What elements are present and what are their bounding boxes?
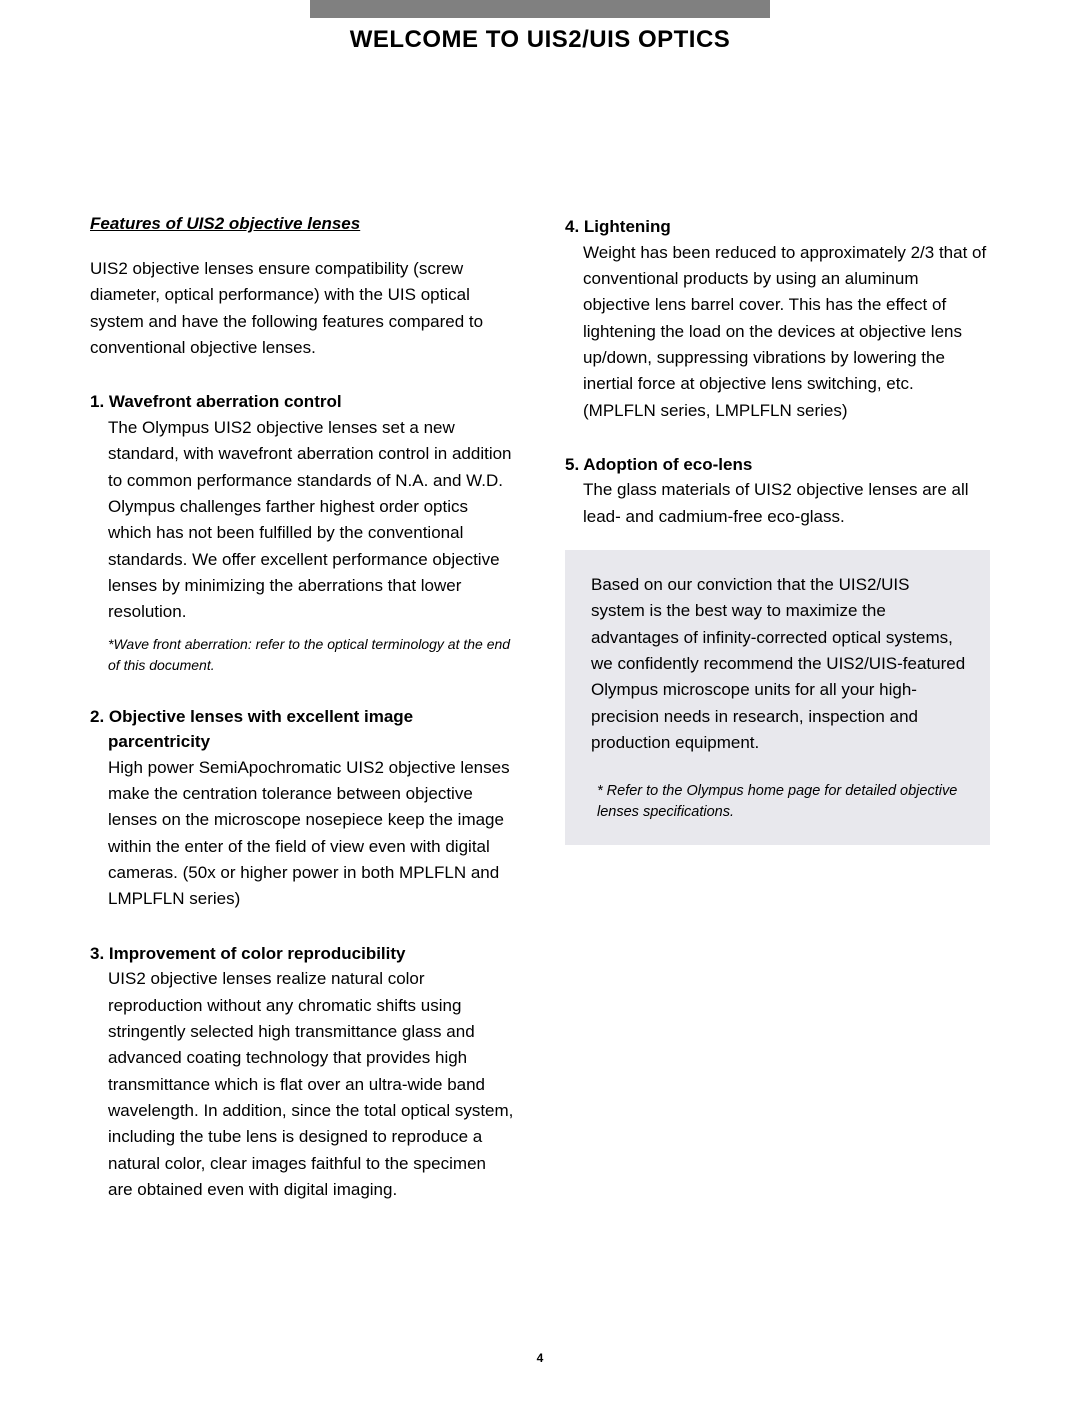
right-column: 4. Lightening Weight has been reduced to…	[565, 214, 990, 1231]
box-text: Based on our conviction that the UIS2/UI…	[591, 572, 968, 756]
feature-heading: 4. Lightening	[565, 214, 990, 240]
feature-heading: 1. Wavefront aberration control	[90, 389, 515, 415]
left-column: Features of UIS2 objective lenses UIS2 o…	[90, 214, 515, 1231]
feature-body: High power SemiApochromatic UIS2 objecti…	[90, 755, 515, 913]
feature-body: The glass materials of UIS2 objective le…	[565, 477, 990, 530]
feature-body: Weight has been reduced to approximately…	[565, 240, 990, 424]
feature-item: 3. Improvement of color reproducibility …	[90, 941, 515, 1204]
feature-item: 1. Wavefront aberration control The Olym…	[90, 389, 515, 675]
feature-footnote: *Wave front aberration: refer to the opt…	[90, 634, 515, 676]
two-column-layout: Features of UIS2 objective lenses UIS2 o…	[90, 214, 990, 1231]
intro-paragraph: UIS2 objective lenses ensure compatibili…	[90, 256, 515, 361]
feature-body: The Olympus UIS2 objective lenses set a …	[90, 415, 515, 626]
feature-item: 5. Adoption of eco-lens The glass materi…	[565, 452, 990, 530]
feature-heading: 2. Objective lenses with excellent image	[90, 704, 515, 730]
page-title: WELCOME TO UIS2/UIS OPTICS	[90, 26, 990, 54]
box-footnote: * Refer to the Olympus home page for det…	[591, 781, 968, 823]
document-page: WELCOME TO UIS2/UIS OPTICS Features of U…	[0, 0, 1080, 1425]
feature-heading: 5. Adoption of eco-lens	[565, 452, 990, 478]
feature-heading-cont: parcentricity	[90, 729, 515, 755]
highlight-box: Based on our conviction that the UIS2/UI…	[565, 550, 990, 844]
top-bar-decoration	[310, 0, 770, 18]
feature-item: 2. Objective lenses with excellent image…	[90, 704, 515, 913]
page-number: 4	[90, 1351, 990, 1365]
section-heading: Features of UIS2 objective lenses	[90, 214, 515, 234]
feature-item: 4. Lightening Weight has been reduced to…	[565, 214, 990, 424]
feature-heading: 3. Improvement of color reproducibility	[90, 941, 515, 967]
feature-body: UIS2 objective lenses realize natural co…	[90, 966, 515, 1203]
